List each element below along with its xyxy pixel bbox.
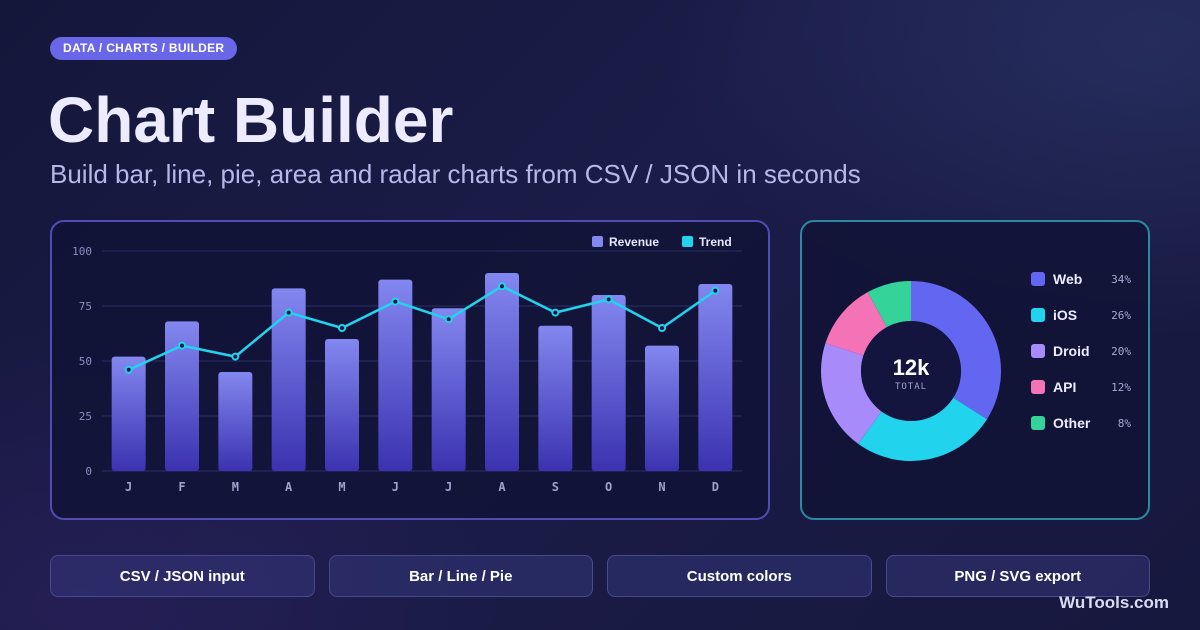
x-tick-label: N (658, 480, 665, 494)
page-title: Chart Builder (48, 84, 454, 156)
donut-slice-api (825, 292, 887, 356)
donut-slice-droid (821, 343, 882, 444)
breadcrumb[interactable]: DATA / CHARTS / BUILDER (50, 37, 238, 60)
y-tick-label: 0 (85, 465, 92, 478)
bar-revenue (645, 345, 679, 471)
bar-revenue (271, 288, 306, 471)
x-tick-label: O (605, 480, 612, 494)
legend-label-web: Web (1053, 271, 1082, 287)
legend-value-droid: 20% (1111, 345, 1131, 358)
bar-revenue (165, 321, 199, 471)
legend-swatch-web (1031, 272, 1045, 286)
trend-line (128, 284, 717, 371)
x-tick-label: J (125, 480, 132, 494)
feature-csv-json-input[interactable]: CSV / JSON input (50, 555, 315, 597)
legend-swatch-ios (1031, 308, 1045, 322)
legend-value-ios: 26% (1111, 309, 1131, 322)
x-tick-label: A (285, 480, 293, 494)
trend-point (658, 324, 666, 332)
trend-point (124, 365, 133, 374)
bar-revenue (538, 325, 573, 471)
x-tick-label: F (178, 480, 185, 494)
legend-value-web: 34% (1111, 273, 1131, 286)
legend-label-trend: Trend (699, 235, 732, 249)
bar-line-chart: 0 25 50 75 100 J F M A M J J A S O N D Revenue Trend (72, 235, 742, 494)
legend-label-api: API (1053, 379, 1076, 395)
donut-center-label: TOTAL (895, 382, 927, 392)
donut-slice-ios (858, 397, 987, 461)
trend-point (551, 308, 560, 317)
trend-point (711, 286, 720, 295)
donut-slice-other (867, 281, 911, 328)
donut-chart-panel: 12k TOTAL Web 34% iOS 26% Droid 20% API 12% Other 8… (800, 220, 1150, 520)
bar-chart-panel: 0 25 50 75 100 J F M A M J J A S O N D Revenue Trend (50, 220, 770, 520)
y-tick-label: 25 (79, 410, 92, 423)
feature-chart-types[interactable]: Bar / Line / Pie (328, 555, 593, 597)
trend-point (391, 297, 400, 306)
bar-revenue (218, 372, 253, 471)
trend-point (284, 308, 293, 317)
feature-list: CSV / JSON input Bar / Line / Pie Custom… (50, 555, 1150, 597)
x-tick-label: M (232, 480, 239, 494)
bar-revenue (431, 308, 466, 471)
bar-revenue (485, 273, 519, 471)
legend-value-api: 12% (1111, 381, 1131, 394)
x-tick-label: M (338, 480, 345, 494)
x-tick-label: D (712, 480, 719, 494)
legend-swatch-revenue (592, 236, 603, 247)
legend-label-revenue: Revenue (609, 235, 659, 249)
trend-point (231, 352, 240, 361)
legend-swatch-other (1031, 416, 1045, 430)
x-tick-label: J (392, 480, 399, 494)
legend-label-ios: iOS (1053, 307, 1077, 323)
brand-logo-text[interactable]: WuTools.com (1059, 593, 1169, 612)
legend-label-other: Other (1053, 415, 1091, 431)
trend-point (444, 315, 453, 324)
legend-swatch-trend (682, 236, 693, 247)
trend-point (604, 295, 613, 304)
legend-value-other: 8% (1118, 417, 1132, 430)
trend-point (498, 282, 506, 291)
x-tick-label: J (445, 480, 452, 494)
y-tick-label: 75 (79, 300, 92, 313)
bar-revenue (111, 356, 146, 471)
donut-center-value: 12k (893, 355, 930, 380)
x-tick-label: S (552, 480, 559, 494)
bar-revenue (698, 284, 733, 471)
y-tick-label: 100 (72, 245, 92, 258)
trend-point (178, 341, 186, 350)
donut-chart: 12k TOTAL Web 34% iOS 26% Droid 20% API 12% Other 8… (821, 271, 1132, 461)
legend-swatch-api (1031, 380, 1045, 394)
bar-revenue (378, 279, 413, 471)
donut-slice-web (911, 281, 1001, 420)
x-tick-label: A (498, 480, 506, 494)
legend-label-droid: Droid (1053, 343, 1090, 359)
donut-hole (861, 321, 961, 421)
bar-revenue (591, 295, 626, 471)
feature-export[interactable]: PNG / SVG export (885, 555, 1150, 597)
page-subtitle: Build bar, line, pie, area and radar cha… (50, 159, 861, 189)
legend-swatch-droid (1031, 344, 1045, 358)
feature-custom-colors[interactable]: Custom colors (607, 555, 872, 597)
bar-revenue (325, 339, 359, 471)
trend-point (338, 324, 346, 332)
y-tick-label: 50 (79, 355, 92, 368)
